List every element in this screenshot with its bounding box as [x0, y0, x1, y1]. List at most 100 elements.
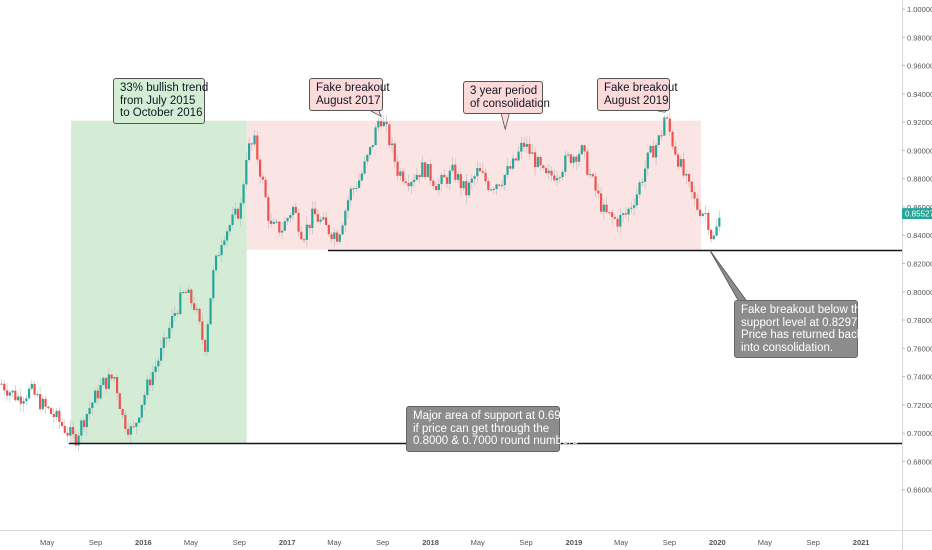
- time-axis[interactable]: May Sep 2016 May Sep 2017 May Sep 2018 May Sep 2019…: [40, 538, 869, 547]
- candle-up: [170, 316, 174, 328]
- candle-down: [44, 398, 47, 407]
- annotation-line: Price has returned back: [741, 329, 863, 341]
- candle-down: [176, 313, 179, 315]
- candle-up: [36, 394, 39, 396]
- x-tick-label: May: [327, 538, 341, 547]
- candle-up: [214, 255, 218, 271]
- candle-up: [159, 347, 163, 361]
- candle-down: [522, 142, 526, 147]
- candle-up: [577, 154, 581, 162]
- candle-down: [528, 143, 531, 154]
- candle-down: [418, 174, 421, 178]
- candle-up: [377, 120, 380, 128]
- candle-up: [511, 158, 515, 169]
- candle-down: [201, 321, 204, 340]
- candle-down: [550, 170, 553, 176]
- callout-pointer-1: [370, 110, 382, 118]
- candle-up: [476, 168, 479, 177]
- candle-up: [657, 135, 660, 145]
- y-tick-label: 0.70000: [907, 429, 932, 438]
- candle-up: [69, 427, 72, 436]
- candle-up: [157, 360, 160, 367]
- candle-up: [355, 187, 358, 189]
- candle-down: [0, 383, 3, 385]
- candle-down: [52, 413, 55, 417]
- candle-up: [456, 174, 460, 180]
- candle-down: [294, 206, 297, 213]
- candle-down: [110, 374, 113, 379]
- callout-pointer-4: [709, 249, 747, 301]
- candle-up: [143, 395, 146, 405]
- price-axis[interactable]: 1.00000 0.98000 0.96000 0.94000 0.92000 0.900…: [902, 5, 932, 495]
- x-tick-label: Sep: [376, 538, 389, 547]
- candle-down: [47, 406, 50, 409]
- candle-up: [525, 143, 528, 147]
- candle-down: [308, 224, 311, 228]
- candle-up: [272, 221, 275, 224]
- annotation-1: Fake breakout August 2017: [309, 78, 390, 111]
- y-tick-label: 0.74000: [907, 373, 932, 382]
- y-tick-label: 0.66000: [907, 486, 932, 495]
- candle-down: [707, 212, 710, 230]
- candle-down: [487, 181, 490, 190]
- candle-down: [316, 214, 319, 222]
- candle-down: [597, 190, 600, 194]
- current-price-tag: 0.85527: [902, 208, 932, 220]
- candle-up: [179, 292, 182, 315]
- candle-down: [71, 427, 75, 435]
- candle-up: [280, 230, 284, 233]
- candle-up: [602, 204, 605, 212]
- candle-down: [269, 220, 273, 224]
- candle-up: [154, 366, 157, 373]
- callout-pointer-3: [657, 110, 667, 113]
- current-price-tag-bg: [902, 208, 932, 220]
- candle-down: [379, 120, 383, 127]
- candle-up: [209, 298, 212, 325]
- candle-down: [198, 308, 201, 322]
- x-tick-label: Sep: [233, 538, 246, 547]
- candle-up: [346, 200, 350, 211]
- candle-down: [665, 117, 669, 119]
- candle-up: [470, 178, 473, 183]
- candle-down: [388, 124, 391, 146]
- candle-up: [555, 178, 559, 181]
- candle-down: [327, 225, 330, 235]
- candle-up: [561, 171, 564, 178]
- candle-up: [410, 181, 413, 187]
- candle-up: [99, 385, 102, 399]
- candle-up: [352, 188, 355, 190]
- candle-up: [374, 127, 377, 146]
- candle-down: [586, 151, 589, 175]
- candle-down: [434, 186, 438, 191]
- candle-up: [473, 176, 476, 179]
- candle-down: [690, 181, 693, 193]
- candle-down: [682, 159, 685, 176]
- candle-up: [632, 205, 636, 208]
- candle-up: [102, 377, 105, 386]
- annotation-line: 0.8000 & 0.7000 round numbers: [413, 435, 578, 447]
- candle-down: [445, 177, 449, 184]
- candle-down: [509, 166, 512, 169]
- candle-up: [536, 157, 539, 168]
- candle-up: [77, 435, 80, 446]
- candle-down: [599, 193, 603, 212]
- candle-up: [220, 244, 223, 256]
- candle-up: [30, 383, 33, 389]
- candle-down: [539, 157, 542, 166]
- x-tick-label: Sep: [663, 538, 676, 547]
- y-tick-label: 0.68000: [907, 457, 932, 466]
- candle-up: [451, 164, 454, 171]
- y-tick-label: 0.78000: [907, 316, 932, 325]
- candle-down: [624, 213, 627, 215]
- x-tick-label: Sep: [519, 538, 532, 547]
- candle-down: [124, 414, 127, 430]
- candle-down: [19, 396, 22, 404]
- x-tick-label: 2017: [279, 538, 296, 547]
- candle-up: [8, 392, 11, 396]
- candle-down: [278, 221, 281, 233]
- candle-down: [459, 174, 462, 189]
- candle-down: [676, 154, 680, 167]
- candle-down: [443, 174, 446, 178]
- candle-down: [302, 239, 306, 241]
